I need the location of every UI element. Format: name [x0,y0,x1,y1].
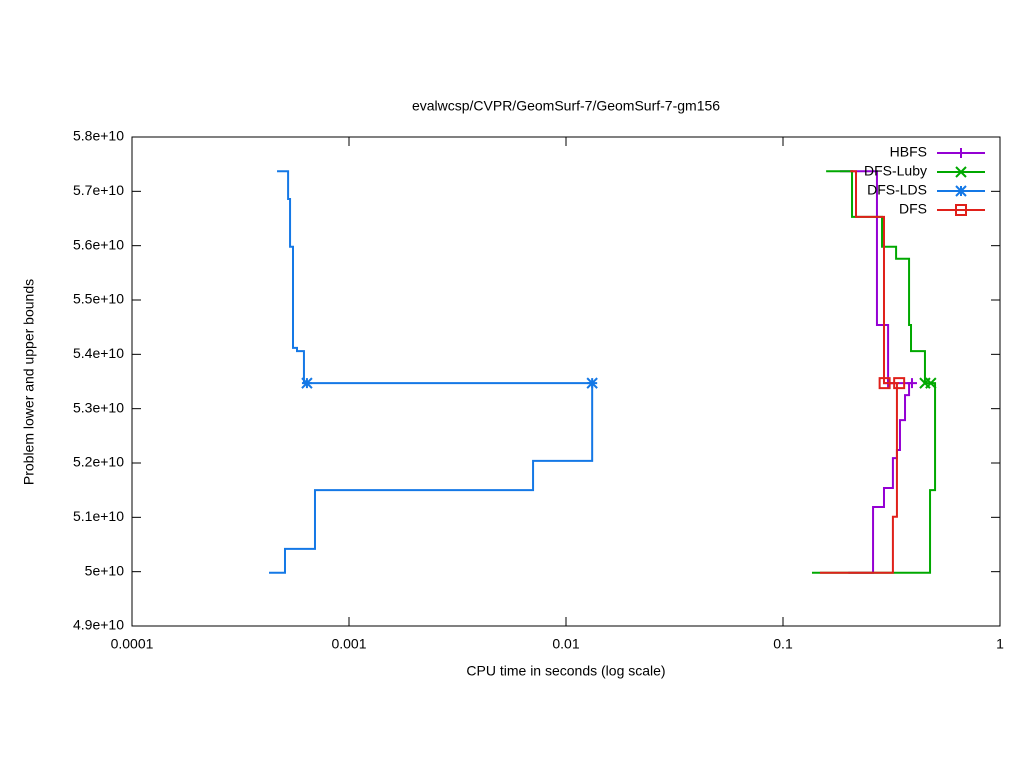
y-tick-label: 5.1e+10 [73,508,124,524]
y-tick-label: 5.4e+10 [73,345,124,361]
marker [906,378,917,389]
marker [586,377,598,389]
legend-label: DFS [899,201,927,217]
legend-label: DFS-Luby [864,163,927,179]
marker [893,377,906,390]
x-tick-label: 0.001 [331,636,366,652]
series-line [839,170,912,574]
x-tick-label: 0.0001 [111,636,154,652]
chart-title: evalwcsp/CVPR/GeomSurf-7/GeomSurf-7-gm15… [412,98,720,114]
y-tick-label: 5.7e+10 [73,182,124,198]
x-tick-label: 0.1 [773,636,793,652]
y-tick-label: 5.3e+10 [73,399,124,415]
marker [925,377,937,389]
y-tick-label: 5.2e+10 [73,454,124,470]
series-line [819,170,900,574]
y-tick-label: 5e+10 [85,562,125,578]
marker [955,166,967,178]
marker [955,204,967,216]
x-axis-label: CPU time in seconds (log scale) [466,663,665,679]
marker [955,185,967,197]
y-tick-label: 4.9e+10 [73,617,124,633]
legend-label: DFS-LDS [867,182,927,198]
x-tick-label: 1 [996,636,1004,652]
series-line [269,170,594,574]
y-tick-label: 5.8e+10 [73,128,124,144]
legend-label: HBFS [890,144,927,160]
marker [301,377,313,389]
y-tick-label: 5.5e+10 [73,291,124,307]
y-tick-label: 5.6e+10 [73,236,124,252]
x-tick-label: 0.01 [552,636,579,652]
marker [956,148,966,158]
marker [878,377,891,390]
y-axis-label: Problem lower and upper bounds [21,279,37,485]
